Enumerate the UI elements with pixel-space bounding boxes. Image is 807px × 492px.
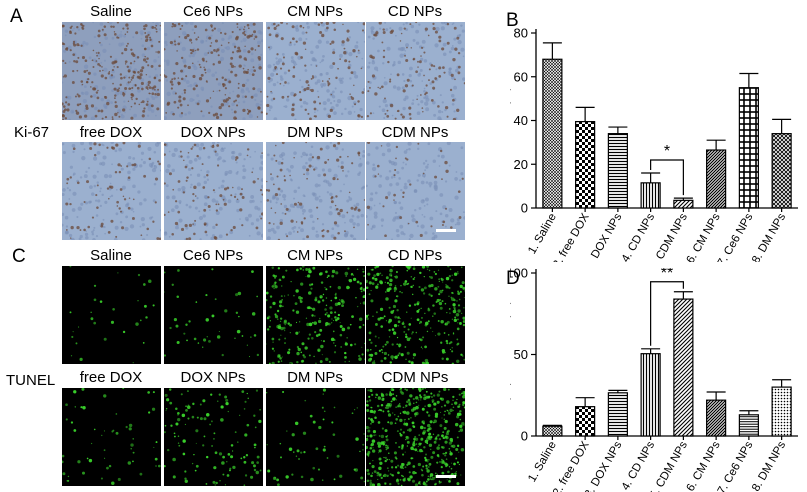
bar: [640, 182, 661, 209]
tunel-row-label: TUNEL: [6, 372, 56, 389]
bar: [607, 392, 628, 437]
y-tick-label: 20: [514, 157, 528, 172]
tunel-image-label: Saline: [90, 247, 132, 264]
x-tick-label: 1. Saline: [526, 212, 559, 257]
bar: [771, 386, 792, 437]
bar: [738, 87, 759, 209]
tunel-micrograph: [164, 388, 263, 486]
y-tick-label: 50: [514, 347, 528, 362]
x-tick-label: 4. CD NPs: [620, 211, 658, 262]
tunel-micrograph: [164, 266, 263, 364]
x-tick-label: 6. CM NPs: [685, 211, 723, 262]
panel-letter-d: D: [506, 268, 520, 289]
tunel-image-label: CD NPs: [387, 247, 443, 264]
y-axis-label: Apoptotic index(%): [510, 300, 511, 409]
y-tick-label: 40: [514, 113, 528, 128]
scale-bar: [436, 475, 456, 478]
significance-bracket: [650, 281, 684, 346]
bar: [575, 120, 596, 209]
ki67-micrograph: [266, 142, 365, 240]
ki67-micrograph: [266, 22, 365, 120]
y-tick-label: 0: [521, 201, 528, 216]
tunel-image-label: CM NPs: [287, 247, 343, 264]
panel-letter-b: B: [506, 10, 519, 31]
ki67-row-label: Ki-67: [14, 124, 50, 141]
ki67-image-label: DOX NPs: [180, 124, 246, 141]
ki67-image-label: CM NPs: [287, 3, 343, 20]
tunel-image-label: DM NPs: [287, 369, 343, 386]
ki67-micrograph: [164, 22, 263, 120]
y-tick-label: 0: [521, 429, 528, 444]
tunel-micrograph: [62, 266, 161, 364]
bar: [706, 149, 727, 209]
y-tick-label: 80: [514, 28, 528, 41]
ki67-micrograph: [62, 22, 161, 120]
significance-marker: *: [664, 143, 670, 160]
tunel-image-label: CDM NPs: [381, 369, 449, 386]
tunel-image-label: free DOX: [79, 369, 143, 386]
ki67-micrograph: [164, 142, 263, 240]
x-tick-label: 4. CD NPs: [620, 439, 658, 492]
y-axis-label: Ki-67 LI (%): [510, 86, 511, 155]
ki67-micrograph: [62, 142, 161, 240]
x-tick-label: 1. Saline: [526, 440, 559, 485]
tunel-micrograph: [266, 388, 365, 486]
scale-bar: [436, 229, 456, 232]
bar: [771, 133, 792, 209]
tunel-micrograph: [366, 388, 465, 486]
y-tick-label: 100: [510, 268, 528, 281]
ki67-micrograph: [366, 22, 465, 120]
bar: [738, 414, 759, 437]
tunel-image-label: DOX NPs: [180, 369, 246, 386]
significance-marker: **: [661, 268, 673, 282]
y-tick-label: 60: [514, 69, 528, 84]
x-tick-label: 6. CM NPs: [685, 439, 723, 492]
x-tick-label: 8. DM NPs: [750, 211, 788, 262]
bar: [542, 425, 563, 437]
ki67-image-label: free DOX: [79, 124, 143, 141]
tunel-micrograph: [266, 266, 365, 364]
tunel-image-label: Ce6 NPs: [182, 247, 244, 264]
tunel-micrograph: [62, 388, 161, 486]
ki67-image-label: Saline: [90, 3, 132, 20]
significance-bracket: [650, 159, 684, 196]
ki67-image-label: DM NPs: [287, 124, 343, 141]
bar: [640, 353, 661, 437]
x-tick-label: 8. DM NPs: [750, 439, 788, 492]
bar: [706, 399, 727, 437]
bar: [542, 58, 563, 209]
bar: [673, 199, 694, 209]
bar: [575, 406, 596, 437]
tunel-micrograph: [366, 266, 465, 364]
panel-letter-a: A: [10, 6, 23, 27]
ki67-image-label: CDM NPs: [381, 124, 449, 141]
bar: [673, 298, 694, 437]
ki67-image-label: CD NPs: [387, 3, 443, 20]
panel-letter-c: C: [12, 246, 26, 267]
ki67-micrograph: [366, 142, 465, 240]
bar: [607, 133, 628, 209]
ki67-image-label: Ce6 NPs: [182, 3, 244, 20]
